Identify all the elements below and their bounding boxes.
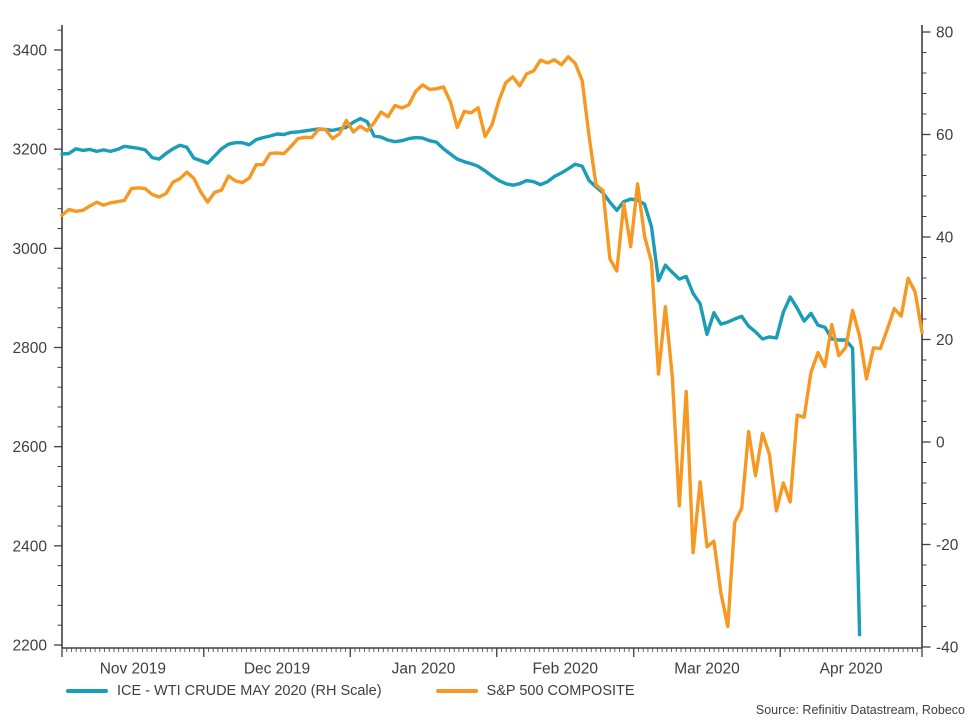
sp500-line — [60, 55, 924, 629]
x-axis-month-label: Apr 2020 — [820, 660, 883, 677]
right-axis-tick-label: 20 — [936, 332, 954, 349]
legend: ICE - WTI CRUDE MAY 2020 (RH Scale) S&P … — [66, 683, 635, 699]
wti-crude-line — [60, 116, 862, 637]
left-axis-tick-label: 3200 — [13, 142, 48, 159]
left-axis-tick-label: 2200 — [13, 637, 48, 654]
left-axis-tick-label: 2400 — [13, 538, 48, 555]
left-axis-tick-label: 3000 — [13, 241, 48, 258]
x-axis-month-label: Nov 2019 — [100, 660, 166, 677]
x-axis-month-label: Dec 2019 — [244, 660, 310, 677]
source-note: Source: Refinitiv Datastream, Robeco — [755, 703, 965, 717]
x-axis-month-label: Mar 2020 — [674, 660, 740, 677]
wti-line-swatch-icon — [66, 688, 108, 694]
wti-legend-label: ICE - WTI CRUDE MAY 2020 (RH Scale) — [117, 683, 382, 699]
right-axis-tick-label: 80 — [936, 24, 954, 41]
right-axis-tick-label: 40 — [936, 229, 954, 246]
legend-item-spx: S&P 500 COMPOSITE — [435, 683, 635, 699]
x-axis-month-label: Jan 2020 — [392, 660, 456, 677]
left-axis-tick-label: 3400 — [13, 42, 48, 59]
right-axis-tick-label: 60 — [936, 127, 954, 144]
left-axis-tick-label: 2600 — [13, 439, 48, 456]
right-axis-tick-label: 0 — [936, 434, 945, 451]
spx-legend-label: S&P 500 COMPOSITE — [486, 683, 635, 699]
left-axis-tick-label: 2800 — [13, 340, 48, 357]
spx-line-swatch-icon — [435, 688, 478, 694]
legend-item-wti: ICE - WTI CRUDE MAY 2020 (RH Scale) — [66, 683, 382, 699]
x-axis-month-label: Feb 2020 — [532, 660, 598, 677]
right-axis-tick-label: -40 — [936, 639, 959, 656]
right-axis-tick-label: -20 — [936, 537, 959, 554]
